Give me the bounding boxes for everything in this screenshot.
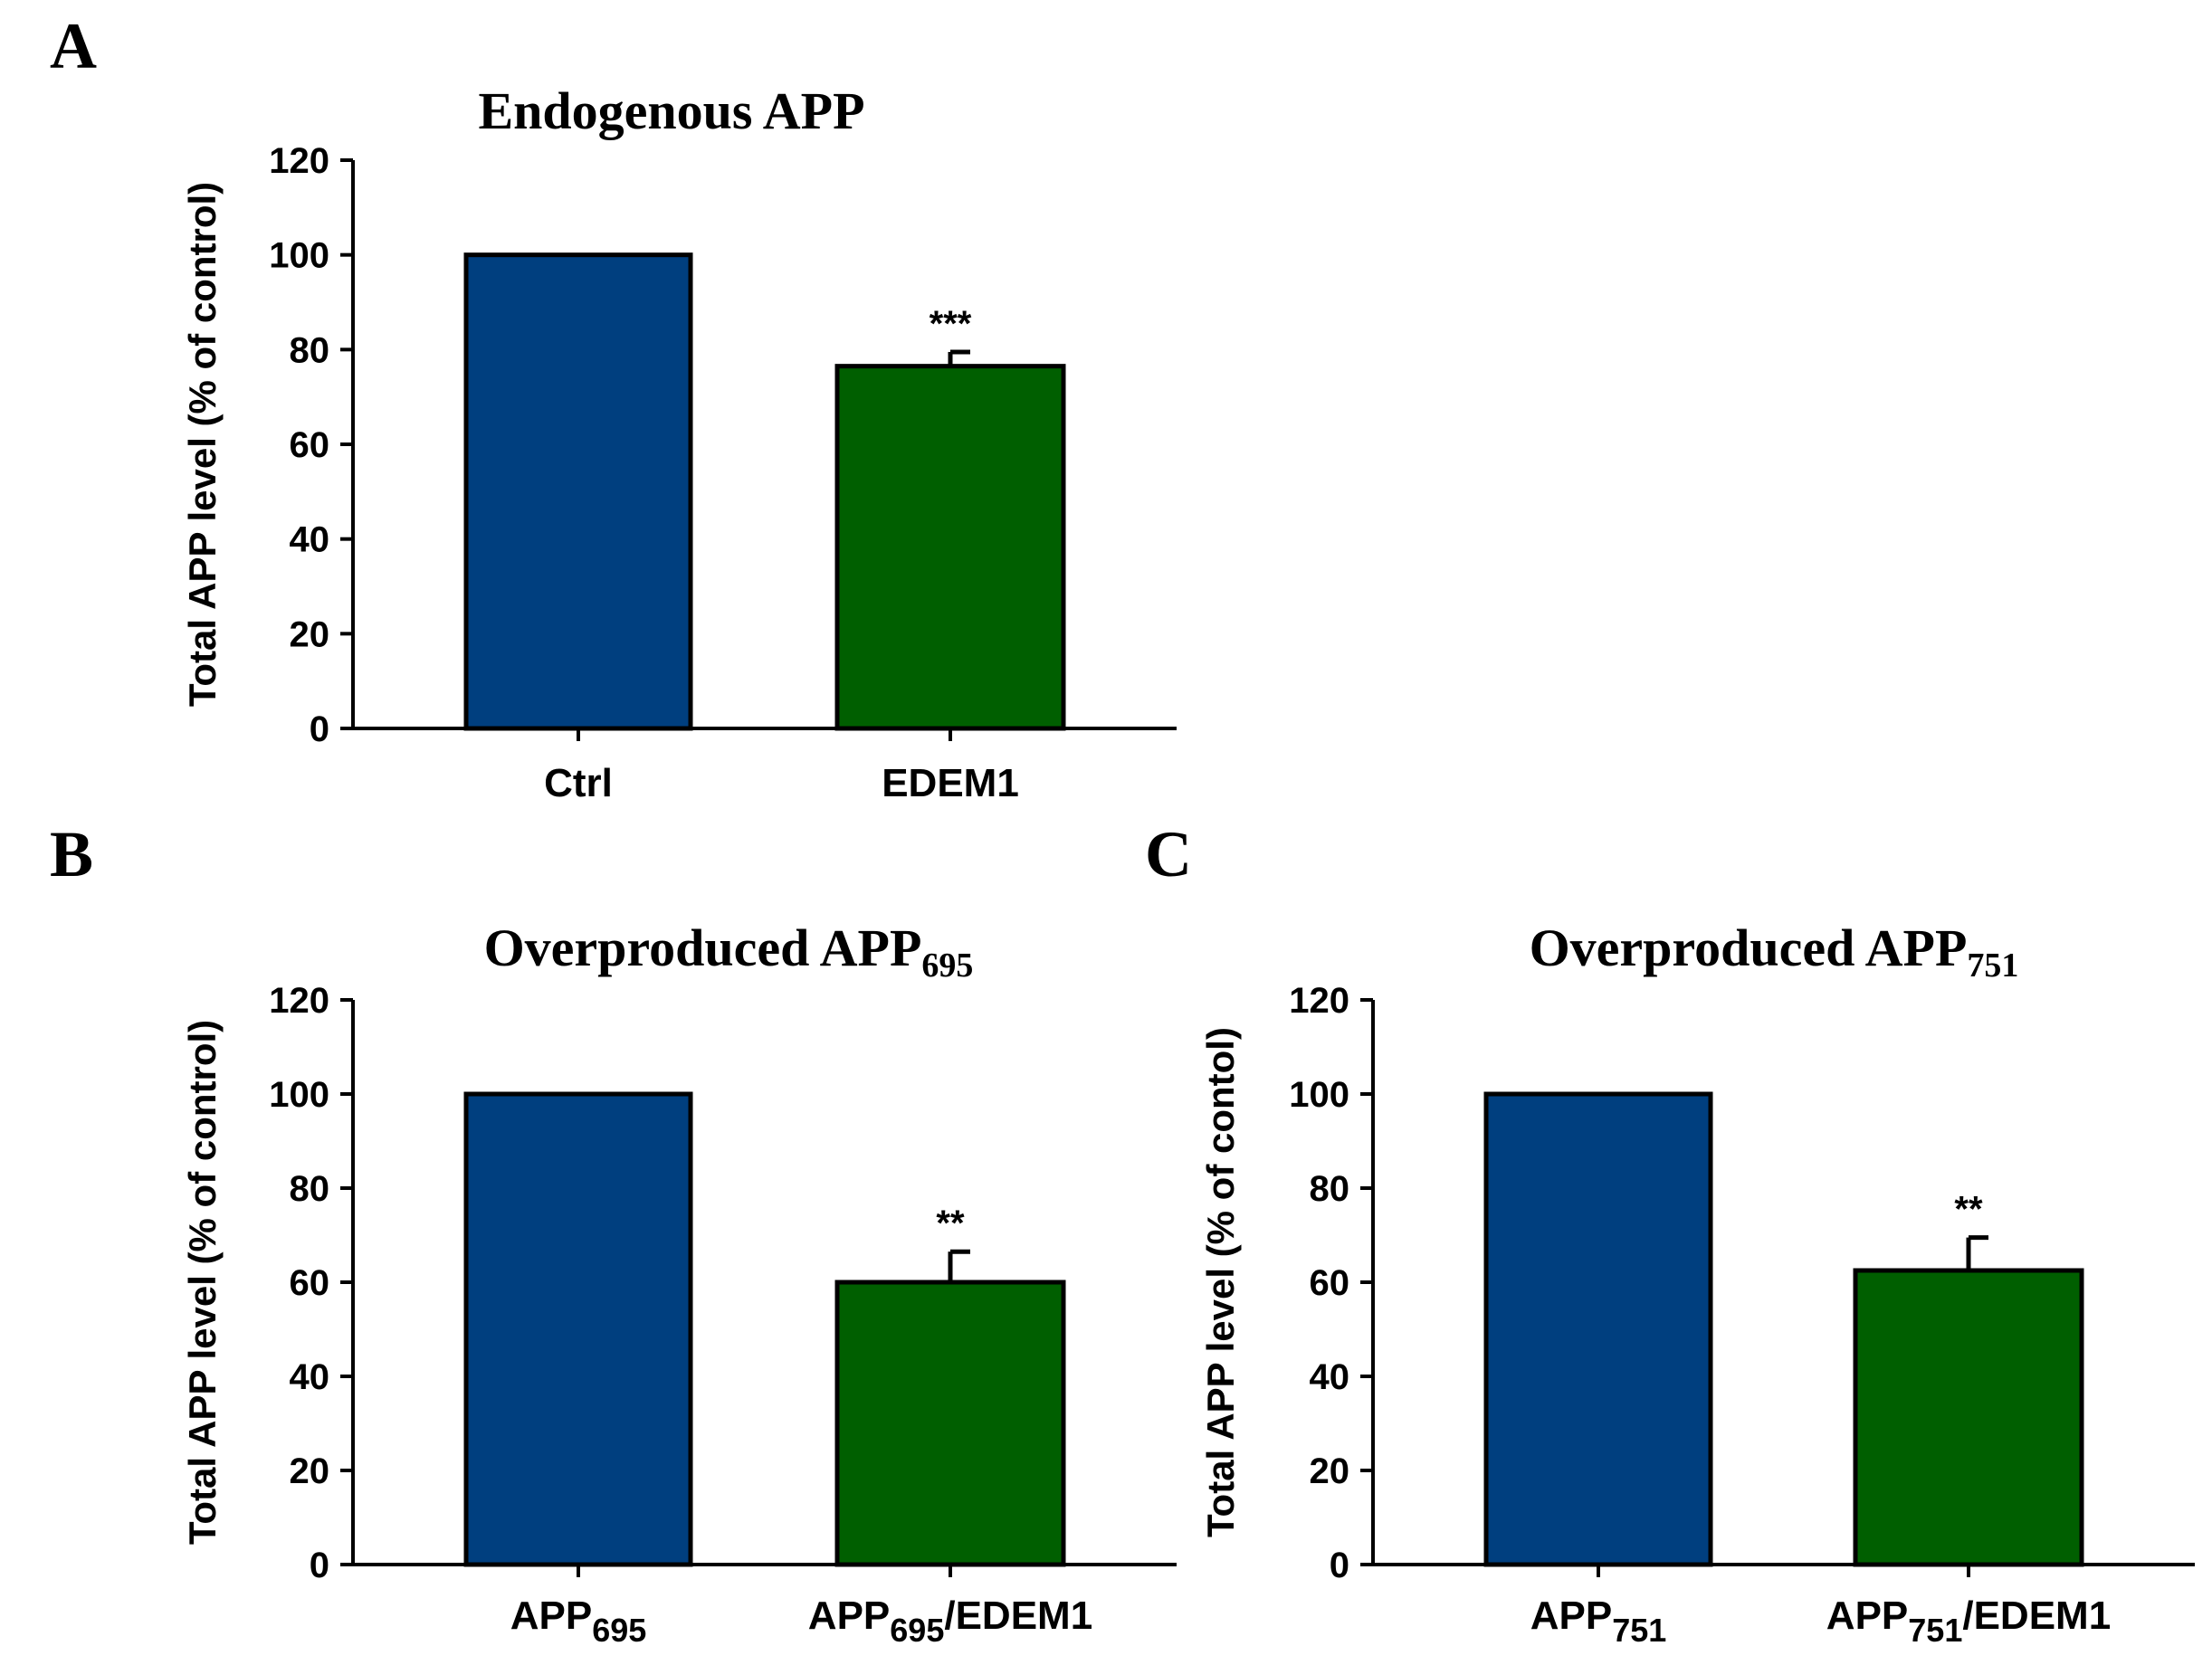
y-tick-label: 20	[290, 1451, 330, 1491]
y-tick-label: 120	[1289, 981, 1349, 1021]
bar-2	[834, 364, 1066, 731]
y-axis-label: Total APP level (% of control)	[181, 1020, 224, 1545]
y-tick-label: 60	[290, 425, 330, 465]
y-tick-label: 120	[269, 981, 329, 1021]
x-category-main: APP	[510, 1594, 592, 1638]
x-category-main: APP	[1826, 1594, 1908, 1638]
x-category-label: APP751	[1530, 1594, 1667, 1649]
panel-a: A Endogenous APP 0 20 40 60 80 100 120 Total APP …	[50, 10, 1177, 805]
y-tick-label: 120	[269, 141, 329, 181]
x-category-main: APP	[1530, 1594, 1612, 1638]
significance-marker: ***	[930, 304, 972, 344]
x-category-label: APP695	[510, 1594, 647, 1649]
y-axis-label: Total APP level (% of contol)	[1199, 1027, 1242, 1537]
panel-letter: B	[50, 818, 93, 890]
chart-title-main: Endogenous APP	[478, 81, 864, 140]
x-category-main: Ctrl	[544, 761, 613, 805]
x-category-label: EDEM1	[882, 761, 1019, 805]
panel-letter: C	[1145, 818, 1192, 890]
x-category-main: APP	[808, 1594, 890, 1638]
bar-1	[463, 1091, 693, 1567]
chart-title-main: Overproduced APP	[484, 918, 922, 977]
bar-2	[1853, 1268, 2084, 1567]
x-category-label: APP695/EDEM1	[808, 1594, 1092, 1649]
y-tick-label: 0	[1330, 1546, 1349, 1585]
chart-title-subscript: 751	[1967, 947, 2018, 985]
x-category-subscript: 751	[1908, 1612, 1962, 1649]
panel-letter: A	[50, 10, 97, 82]
y-tick-label: 0	[310, 1546, 329, 1585]
y-tick-label: 40	[290, 1357, 330, 1397]
x-category-suffix: /EDEM1	[1962, 1594, 2111, 1638]
x-category-label: APP751/EDEM1	[1826, 1594, 2111, 1649]
x-category-subscript: 695	[592, 1612, 646, 1649]
chart-title-main: Overproduced APP	[1530, 918, 1968, 977]
x-category-subscript: 751	[1612, 1612, 1666, 1649]
chart-title: Overproduced APP751	[1530, 918, 2019, 985]
chart-title-subscript: 695	[921, 947, 973, 985]
x-category-main: EDEM1	[882, 761, 1019, 805]
x-category-suffix: /EDEM1	[944, 1594, 1092, 1638]
y-axis-label: Total APP level (% of control)	[181, 182, 224, 707]
y-tick-label: 100	[269, 1075, 329, 1115]
significance-marker: **	[1954, 1190, 1983, 1230]
y-tick-label: 0	[310, 709, 329, 749]
significance-marker: **	[936, 1204, 965, 1243]
y-tick-label: 60	[1310, 1263, 1350, 1303]
bar-1	[463, 252, 693, 731]
y-tick-label: 100	[1289, 1075, 1349, 1115]
y-tick-label: 100	[269, 236, 329, 276]
x-category-label: Ctrl	[544, 761, 613, 805]
y-tick-label: 60	[290, 1263, 330, 1303]
bar-2	[834, 1280, 1066, 1567]
y-tick-label: 40	[1310, 1357, 1350, 1397]
y-tick-label: 20	[290, 614, 330, 654]
y-tick-label: 40	[290, 520, 330, 560]
y-tick-label: 20	[1310, 1451, 1350, 1491]
y-tick-label: 80	[290, 1169, 330, 1209]
y-tick-label: 80	[290, 330, 330, 370]
bar-1	[1483, 1091, 1713, 1567]
x-category-subscript: 695	[890, 1612, 944, 1649]
chart-title: Overproduced APP695	[484, 918, 974, 985]
y-tick-label: 80	[1310, 1169, 1350, 1209]
chart-title: Endogenous APP	[478, 81, 864, 140]
